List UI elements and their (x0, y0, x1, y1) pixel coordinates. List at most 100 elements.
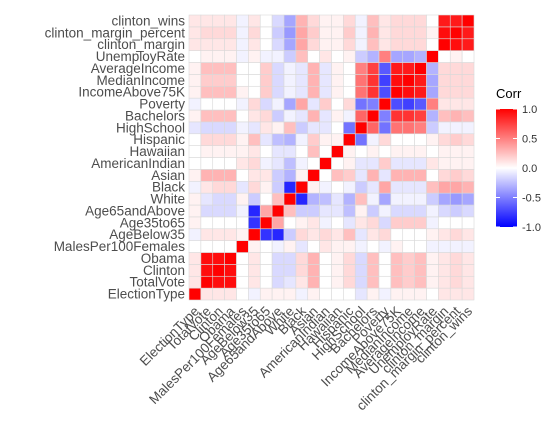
heatmap-cell (414, 26, 427, 40)
heatmap-cell (295, 74, 309, 87)
heatmap-cell (378, 228, 392, 241)
heatmap-cell (426, 109, 439, 123)
heatmap-cell (200, 26, 214, 40)
heatmap-cell (438, 145, 451, 158)
heatmap-cell (212, 97, 225, 111)
heatmap-cell (438, 85, 451, 99)
heatmap-cell (378, 133, 392, 146)
heatmap-cell (378, 109, 392, 123)
heatmap-cell (378, 157, 392, 170)
heatmap-cell (402, 85, 415, 99)
heatmap-cell (248, 145, 261, 158)
heatmap-cell (248, 121, 261, 135)
heatmap-cell (224, 85, 237, 99)
heatmap-cell (283, 216, 297, 230)
heatmap-cell (259, 180, 273, 194)
heatmap-cell (259, 26, 273, 40)
heatmap-cell (236, 133, 249, 146)
heatmap-cell (414, 169, 427, 182)
heatmap-cell (390, 133, 404, 146)
heatmap-cell (402, 275, 415, 289)
heatmap-cells (188, 14, 475, 301)
heatmap-cell (331, 85, 344, 99)
heatmap-cell (449, 85, 463, 99)
heatmap-cell (248, 216, 261, 230)
heatmap-cell (414, 180, 427, 194)
heatmap-cell (366, 26, 380, 40)
y-tick-label: Age35to65 (120, 215, 185, 230)
heatmap-cell (319, 228, 332, 241)
heatmap-cell (378, 252, 392, 265)
heatmap-cell (331, 50, 344, 63)
heatmap-cell (212, 133, 225, 146)
heatmap-cell (188, 121, 202, 135)
heatmap-cell (224, 240, 237, 253)
heatmap-cell (461, 14, 475, 28)
heatmap-cell (248, 287, 261, 301)
heatmap-cell (188, 145, 202, 158)
heatmap-cell (343, 180, 356, 194)
heatmap-cell (378, 204, 392, 218)
heatmap-cell (426, 169, 439, 182)
heatmap-cell (354, 252, 368, 265)
heatmap-cell (449, 169, 463, 182)
heatmap-cell (449, 157, 463, 170)
heatmap-cell (283, 109, 297, 123)
heatmap-cell (319, 133, 332, 146)
heatmap-cell (283, 180, 297, 194)
heatmap-cell (461, 180, 475, 194)
heatmap-cell (461, 97, 475, 111)
heatmap-cell (295, 204, 309, 218)
heatmap-cell (295, 62, 309, 75)
heatmap-cell (295, 192, 309, 206)
heatmap-cell (212, 157, 225, 170)
heatmap-cell (283, 38, 297, 51)
heatmap-cell (390, 109, 404, 123)
heatmap-cell (259, 192, 273, 206)
heatmap-cell (200, 62, 214, 75)
heatmap-cell (319, 180, 332, 194)
heatmap-cell (426, 14, 439, 28)
heatmap-cell (236, 109, 249, 123)
heatmap-cell (354, 180, 368, 194)
heatmap-cell (438, 26, 451, 40)
heatmap-cell (200, 121, 214, 135)
heatmap-cell (212, 85, 225, 99)
heatmap-cell (188, 192, 202, 206)
heatmap-cell (307, 74, 320, 87)
heatmap-cell (200, 275, 214, 289)
heatmap-cell (224, 74, 237, 87)
heatmap-cell (343, 192, 356, 206)
heatmap-cell (449, 252, 463, 265)
heatmap-cell (259, 133, 273, 146)
heatmap-cell (200, 133, 214, 146)
heatmap-cell (414, 133, 427, 146)
heatmap-cell (402, 287, 415, 301)
heatmap-cell (224, 157, 237, 170)
heatmap-cell (438, 264, 451, 277)
heatmap-cell (271, 97, 285, 111)
heatmap-cell (295, 97, 309, 111)
heatmap-cell (402, 145, 415, 158)
heatmap-cell (449, 121, 463, 135)
heatmap-cell (224, 14, 237, 28)
heatmap-cell (188, 216, 202, 230)
heatmap-cell (449, 133, 463, 146)
y-axis-labels: ElectionTypeTotalVoteClintonObamaMalesPe… (45, 13, 186, 301)
heatmap-cell (426, 192, 439, 206)
heatmap-cell (354, 275, 368, 289)
heatmap-cell (438, 133, 451, 146)
heatmap-cell (402, 264, 415, 277)
heatmap-cell (343, 26, 356, 40)
heatmap-cell (331, 180, 344, 194)
heatmap-cell (354, 228, 368, 241)
heatmap-cell (283, 50, 297, 63)
heatmap-cell (426, 264, 439, 277)
heatmap-cell (188, 264, 202, 277)
y-tick-label: MalesPer100Females (54, 239, 186, 254)
heatmap-cell (343, 264, 356, 277)
heatmap-cell (271, 133, 285, 146)
heatmap-cell (236, 38, 249, 51)
heatmap-cell (307, 275, 320, 289)
heatmap-cell (414, 85, 427, 99)
